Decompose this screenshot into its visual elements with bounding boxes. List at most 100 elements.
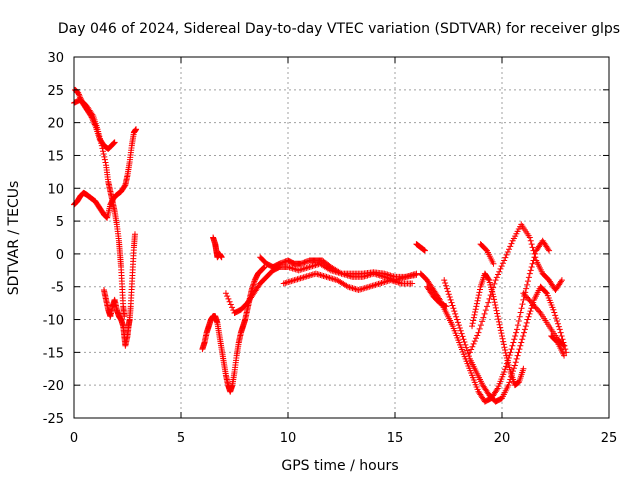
data-point (555, 323, 562, 330)
data-point (558, 332, 565, 339)
data-point (488, 288, 495, 295)
data-point (445, 291, 452, 298)
data-point (558, 278, 565, 285)
series-track-m (441, 277, 570, 405)
data-point (524, 316, 531, 323)
data-point (562, 346, 569, 353)
chart-title: Day 046 of 2024, Sidereal Day-to-day VTE… (58, 21, 620, 37)
x-tick-label: 15 (387, 431, 404, 446)
data-point (502, 254, 509, 261)
y-axis-label: SDTVAR / TECUs (6, 181, 22, 296)
data-point (501, 257, 508, 264)
y-tick-label: -10 (43, 314, 64, 329)
data-point (521, 329, 528, 336)
data-point (89, 117, 96, 124)
data-point (473, 335, 480, 342)
data-point (527, 267, 534, 274)
data-point (557, 329, 564, 336)
y-tick-label: -20 (43, 379, 64, 394)
data-point (101, 153, 108, 160)
data-point (485, 299, 492, 306)
data-point (523, 285, 530, 292)
data-point (469, 323, 476, 330)
data-point (522, 323, 529, 330)
y-tick-label: 5 (56, 215, 64, 230)
data-point (484, 303, 491, 310)
data-point (525, 313, 532, 320)
data-point (487, 292, 494, 299)
data-point (520, 332, 527, 339)
data-point (554, 320, 561, 327)
data-point (504, 249, 511, 256)
data-point (519, 336, 526, 343)
data-point (513, 326, 520, 333)
data-point (526, 234, 533, 241)
data-point (475, 329, 482, 336)
data-point (493, 274, 500, 281)
data-point (502, 349, 509, 356)
data-point (516, 346, 523, 353)
data-point (481, 310, 488, 317)
data-point (457, 327, 464, 334)
data-point (76, 92, 83, 99)
y-tick-label: 20 (47, 117, 64, 132)
data-point (75, 90, 82, 97)
series-track-c (71, 126, 140, 221)
data-point (413, 271, 420, 278)
x-tick-label: 0 (70, 431, 78, 446)
data-point (494, 310, 501, 317)
data-point (517, 342, 524, 349)
data-point (468, 346, 475, 353)
data-point (102, 159, 109, 166)
data-point (543, 289, 550, 296)
data-point (472, 306, 479, 313)
data-point (77, 94, 84, 101)
data-point (503, 251, 510, 258)
data-point (546, 247, 553, 254)
data-point (75, 91, 82, 98)
data-point (529, 260, 536, 267)
data-point (465, 353, 472, 360)
data-point (509, 342, 516, 349)
data-point (512, 359, 519, 366)
data-point (443, 285, 450, 292)
data-point (452, 310, 459, 317)
data-point (470, 314, 477, 321)
data-point (458, 330, 465, 337)
data-point (449, 302, 456, 309)
data-point (524, 281, 531, 288)
data-point (494, 313, 501, 320)
data-point (510, 365, 517, 372)
data-point (476, 289, 483, 296)
data-point (529, 244, 536, 251)
data-point (77, 95, 84, 102)
data-point (499, 332, 505, 339)
data-point (552, 312, 559, 319)
data-point (499, 260, 506, 267)
data-point (443, 282, 450, 289)
data-point (456, 324, 463, 331)
data-point (501, 344, 508, 351)
data-point (518, 339, 525, 346)
data-point (226, 298, 233, 305)
data-point (530, 247, 537, 254)
data-point (550, 306, 557, 313)
data-point (491, 299, 498, 306)
data-point (492, 304, 499, 311)
data-point (455, 322, 462, 329)
data-point (527, 308, 534, 315)
data-point (454, 316, 461, 323)
data-point (89, 115, 96, 122)
x-tick-label: 5 (177, 431, 185, 446)
data-point (479, 318, 486, 325)
data-point (121, 313, 128, 320)
data-point (528, 241, 535, 248)
data-point (485, 276, 492, 283)
data-point (476, 325, 483, 332)
data-point (495, 271, 502, 278)
series-track-l (424, 283, 450, 310)
data-point (466, 349, 473, 356)
data-point (497, 265, 504, 272)
data-point (91, 120, 98, 127)
